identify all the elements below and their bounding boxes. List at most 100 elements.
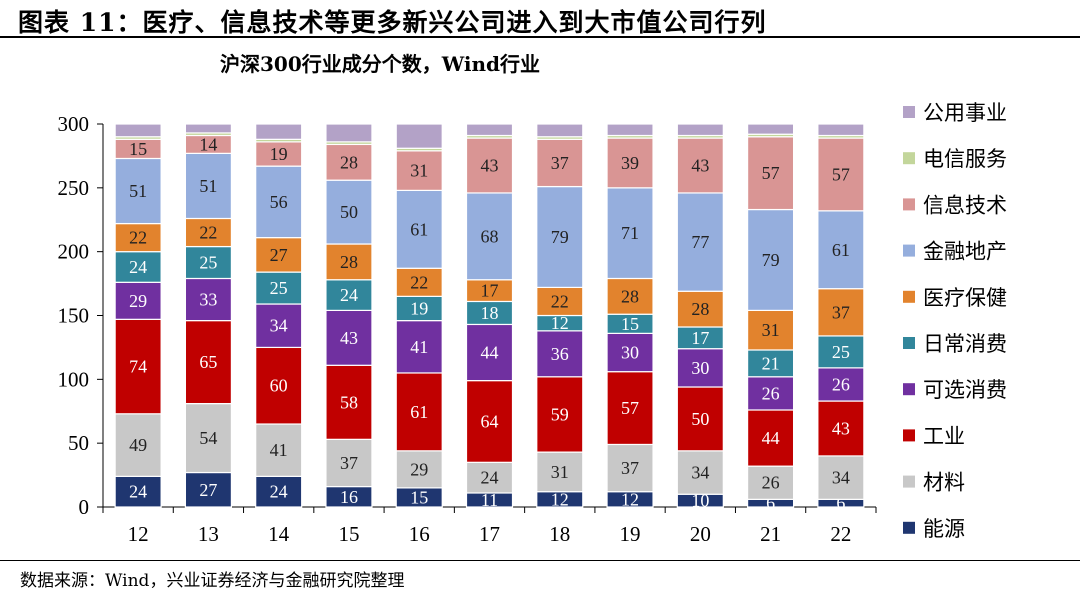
data-label: 15 xyxy=(410,487,428,507)
legend-swatch xyxy=(903,337,915,349)
data-label: 16 xyxy=(340,487,358,507)
data-label: 33 xyxy=(199,290,217,310)
bar-segment xyxy=(536,185,584,289)
data-label: 74 xyxy=(129,357,147,377)
data-label: 44 xyxy=(481,343,499,363)
bar-segment xyxy=(325,143,373,181)
data-label: 34 xyxy=(691,463,709,483)
bar-segment xyxy=(465,192,514,281)
data-label: 43 xyxy=(481,155,499,175)
data-label: 15 xyxy=(621,314,639,334)
data-label: 39 xyxy=(621,153,639,173)
data-label: 43 xyxy=(691,155,709,175)
data-label: 58 xyxy=(340,392,358,412)
bar-segment xyxy=(746,465,795,500)
data-label: 34 xyxy=(832,468,850,488)
x-tick-label: 20 xyxy=(690,522,711,546)
data-label: 49 xyxy=(129,435,147,455)
data-label: 24 xyxy=(129,482,147,502)
data-label: 30 xyxy=(691,358,709,378)
data-label: 31 xyxy=(762,320,780,340)
data-label: 19 xyxy=(410,298,428,318)
bar-segment xyxy=(395,295,443,322)
bar-segment xyxy=(676,290,724,328)
data-label: 26 xyxy=(762,473,780,493)
bar-segment xyxy=(184,320,233,405)
y-tick-label: 150 xyxy=(58,304,90,328)
bar-segment xyxy=(395,150,443,191)
bar-segment xyxy=(255,475,303,508)
data-label: 41 xyxy=(270,440,288,460)
bar-segment xyxy=(114,318,162,415)
data-label: 61 xyxy=(410,219,428,239)
data-label: 50 xyxy=(340,202,358,222)
data-label: 28 xyxy=(340,252,358,272)
legend-label: 可选消费 xyxy=(923,378,1007,402)
bar-segment xyxy=(465,461,514,494)
data-label: 29 xyxy=(129,291,147,311)
bar-segment xyxy=(184,123,233,134)
bar-segment xyxy=(114,123,162,138)
data-label: 25 xyxy=(270,278,288,298)
data-label: 11 xyxy=(481,490,498,510)
data-label: 37 xyxy=(832,302,850,322)
data-label: 37 xyxy=(340,453,358,473)
bar-segment xyxy=(114,222,162,253)
bar-segment xyxy=(746,409,795,467)
bar-segment xyxy=(676,386,724,452)
bar-segment xyxy=(255,141,303,167)
data-label: 26 xyxy=(832,374,850,394)
bar-segment xyxy=(395,123,443,149)
data-label: 61 xyxy=(410,402,428,422)
data-label: 17 xyxy=(691,328,709,348)
data-label: 27 xyxy=(270,245,288,265)
data-label: 37 xyxy=(551,153,569,173)
bar-segment xyxy=(606,137,654,189)
bar-segment xyxy=(255,165,303,239)
x-tick-label: 13 xyxy=(198,522,219,546)
bar-segment xyxy=(817,210,865,290)
bar-segment xyxy=(676,348,724,388)
data-label: 57 xyxy=(621,398,639,418)
data-label: 30 xyxy=(621,343,639,363)
bar-segment xyxy=(395,320,443,374)
bar-segment xyxy=(114,251,162,283)
y-tick-label: 300 xyxy=(58,112,90,136)
y-tick-label: 200 xyxy=(58,240,90,264)
data-label: 12 xyxy=(551,313,569,333)
bar-segment xyxy=(536,376,584,453)
legend-label: 材料 xyxy=(923,471,965,495)
data-label: 54 xyxy=(199,428,217,448)
data-label: 14 xyxy=(199,134,217,154)
data-label: 24 xyxy=(129,257,147,277)
data-label: 79 xyxy=(551,227,569,247)
bar-segment xyxy=(465,137,514,194)
data-label: 79 xyxy=(762,250,780,270)
bar-segment xyxy=(255,271,303,305)
legend-swatch xyxy=(903,475,915,488)
legend-label: 医疗保健 xyxy=(923,286,1007,310)
data-label: 43 xyxy=(340,328,358,348)
data-label: 57 xyxy=(832,164,850,184)
legend-swatch xyxy=(903,383,915,396)
bar-segment xyxy=(817,288,865,337)
bar-segment xyxy=(817,137,865,212)
x-tick-label: 22 xyxy=(830,522,851,546)
data-label: 17 xyxy=(481,281,499,301)
bar-segment xyxy=(746,376,795,411)
bar-segment xyxy=(817,123,865,137)
legend-label: 信息技术 xyxy=(923,193,1007,217)
bar-segment xyxy=(255,123,303,140)
data-label: 59 xyxy=(551,404,569,424)
data-label: 25 xyxy=(832,342,850,362)
legend-swatch xyxy=(903,521,915,534)
bar-segment xyxy=(817,335,865,369)
bar-segment xyxy=(817,455,865,500)
data-label: 56 xyxy=(270,192,288,212)
bar-segment xyxy=(676,192,724,292)
data-label: 68 xyxy=(481,226,499,246)
y-tick-label: 50 xyxy=(68,431,89,455)
figure-title: 图表 11：医疗、信息技术等更多新兴公司进入到大市值公司行列 xyxy=(18,8,767,37)
